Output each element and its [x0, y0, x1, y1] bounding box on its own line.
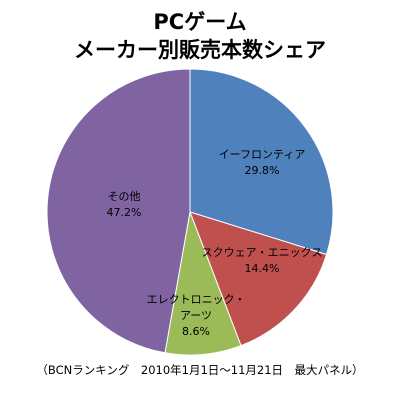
slice-value-label: 14.4%	[245, 262, 280, 275]
slice-name-label: その他	[108, 190, 141, 203]
slice-name-label: アーツ	[180, 309, 212, 322]
pie-slice	[46, 68, 191, 354]
chart-title-line-2: メーカー別販売本数シェア	[74, 38, 326, 62]
chart-source-footnote: （BCNランキング 2010年1月1日～11月21日 最大パネル）	[36, 363, 364, 377]
slice-name-label: エレクトロニック・	[147, 293, 246, 306]
slice-value-label: 29.8%	[245, 164, 280, 177]
pie-slice	[189, 68, 334, 256]
pie-slice	[189, 211, 328, 347]
slice-value-label: 8.6%	[182, 325, 210, 338]
slice-name-label: スクウェア・エニックス	[202, 246, 323, 259]
slice-name-label: イーフロンティア	[219, 148, 306, 161]
chart-title-line-1: PCゲーム	[153, 10, 247, 34]
slice-value-label: 47.2%	[107, 206, 142, 219]
